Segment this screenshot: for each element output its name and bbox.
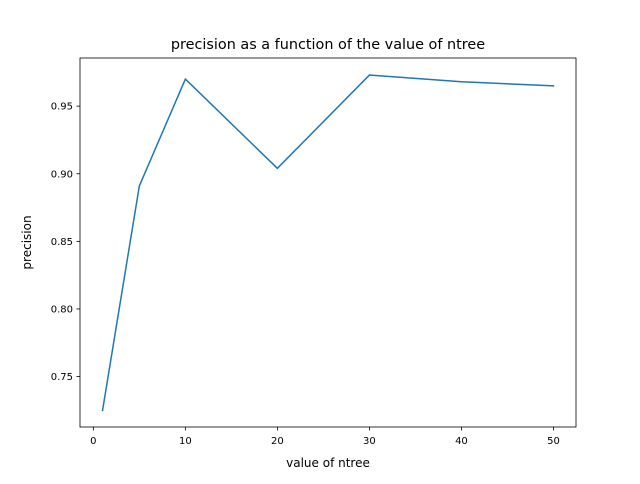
x-tick-label: 0: [90, 436, 96, 447]
y-tick-label: 0.95: [51, 102, 73, 113]
x-tick-label: 10: [179, 436, 192, 447]
chart-title: precision as a function of the value of …: [171, 37, 485, 53]
y-tick-label: 0.80: [51, 305, 73, 316]
data-point: [552, 85, 555, 87]
x-tick-label: 50: [547, 436, 560, 447]
axes-frame: [79, 57, 577, 428]
data-point: [138, 185, 141, 187]
data-point: [184, 78, 187, 80]
y-tick-label: 0.75: [51, 372, 73, 383]
x-tick-label: 20: [271, 436, 284, 447]
y-tick-label: 0.90: [51, 169, 73, 180]
data-point: [460, 81, 463, 83]
data-point: [101, 409, 104, 412]
x-tick-label: 40: [455, 436, 468, 447]
data-point: [368, 74, 371, 76]
y-axis-ticks: 0.75 0.80 0.85 0.90 0.95: [51, 102, 80, 383]
y-tick-label: 0.85: [51, 237, 73, 248]
x-tick-label: 30: [363, 436, 376, 447]
data-point: [276, 167, 279, 170]
y-axis-label: precision: [20, 215, 34, 269]
x-axis-label: value of ntree: [286, 456, 370, 470]
x-axis-ticks: 0 10 20 30 40 50: [90, 427, 560, 447]
plot-area: [101, 74, 555, 412]
